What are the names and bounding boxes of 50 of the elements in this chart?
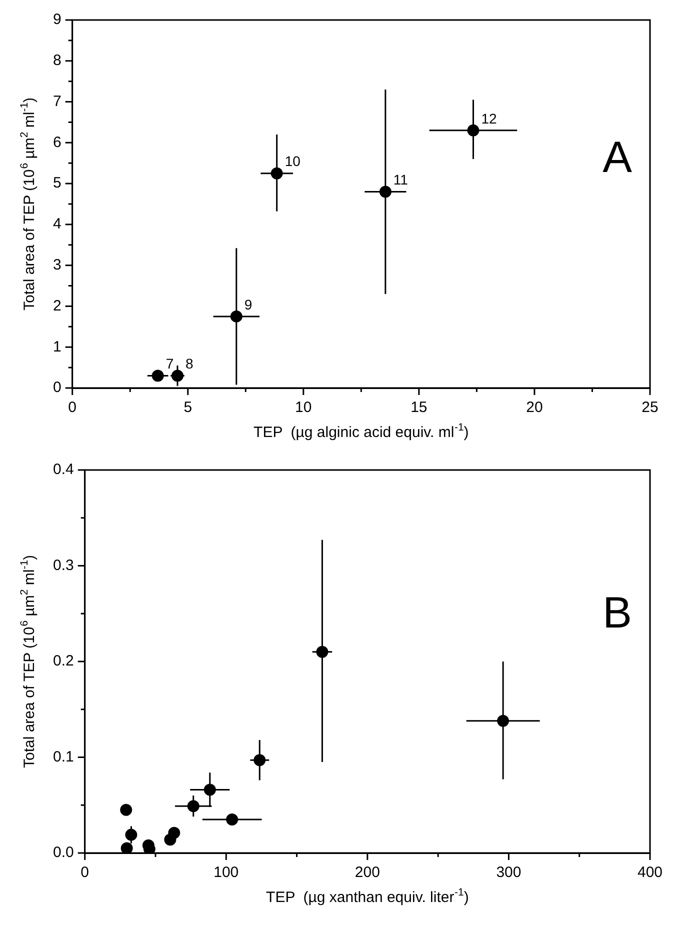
y-tick-label: 2: [53, 297, 62, 314]
y-tick-label: 8: [53, 52, 62, 70]
y-tick-label: 9: [53, 11, 62, 28]
point: [120, 842, 133, 853]
annotation: 7: [166, 356, 174, 372]
annotation: 10: [284, 153, 301, 170]
point: [152, 370, 164, 382]
annotation: 11: [393, 172, 408, 188]
y-tick-label: 0.3: [52, 556, 74, 574]
point: [316, 646, 328, 658]
point: [230, 310, 242, 322]
x-tick-label: 10: [295, 399, 312, 416]
y-tick-label: 7: [53, 92, 62, 110]
y-tick-label: 0.2: [52, 652, 74, 670]
point: [168, 826, 180, 839]
y-tick-label: 1: [53, 338, 62, 356]
point: [125, 828, 138, 841]
y-tick-label: 5: [53, 174, 62, 192]
point: [254, 754, 266, 766]
point: [187, 800, 200, 812]
point: [226, 813, 238, 826]
point: [379, 186, 392, 198]
annotation: B: [602, 588, 632, 638]
x-tick-label: 20: [526, 399, 543, 416]
x-tick-label: 400: [637, 864, 663, 882]
point: [467, 124, 480, 136]
y-tick-label: 0.4: [52, 461, 74, 478]
x-tick-label: 5: [184, 399, 192, 416]
y-tick-label: 6: [53, 134, 62, 151]
point: [270, 167, 283, 180]
y-tick-label: 0.0: [52, 844, 74, 862]
y-axis-title: Total area of TEP (106 µm2 ml-1): [18, 554, 38, 768]
point: [120, 804, 132, 816]
y-tick-label: 3: [53, 256, 62, 274]
x-tick-label: 100: [214, 864, 239, 882]
annotation: 9: [244, 296, 252, 312]
x-tick-label: 25: [642, 399, 658, 416]
annotation: 8: [185, 356, 194, 372]
y-tick-label: 0: [53, 379, 62, 396]
y-axis-title: Total area of TEP (106 µm2 ml-1): [18, 97, 38, 311]
y-tick-label: 4: [53, 216, 62, 233]
x-tick-label: 0: [80, 864, 90, 882]
point: [497, 714, 510, 727]
annotation: 12: [481, 110, 498, 126]
point: [204, 784, 216, 796]
y-tick-label: 0.1: [52, 748, 74, 766]
x-tick-label: 15: [410, 399, 428, 416]
annotation: A: [602, 132, 633, 182]
x-tick-label: 300: [496, 864, 522, 882]
x-tick-label: 200: [354, 864, 380, 882]
